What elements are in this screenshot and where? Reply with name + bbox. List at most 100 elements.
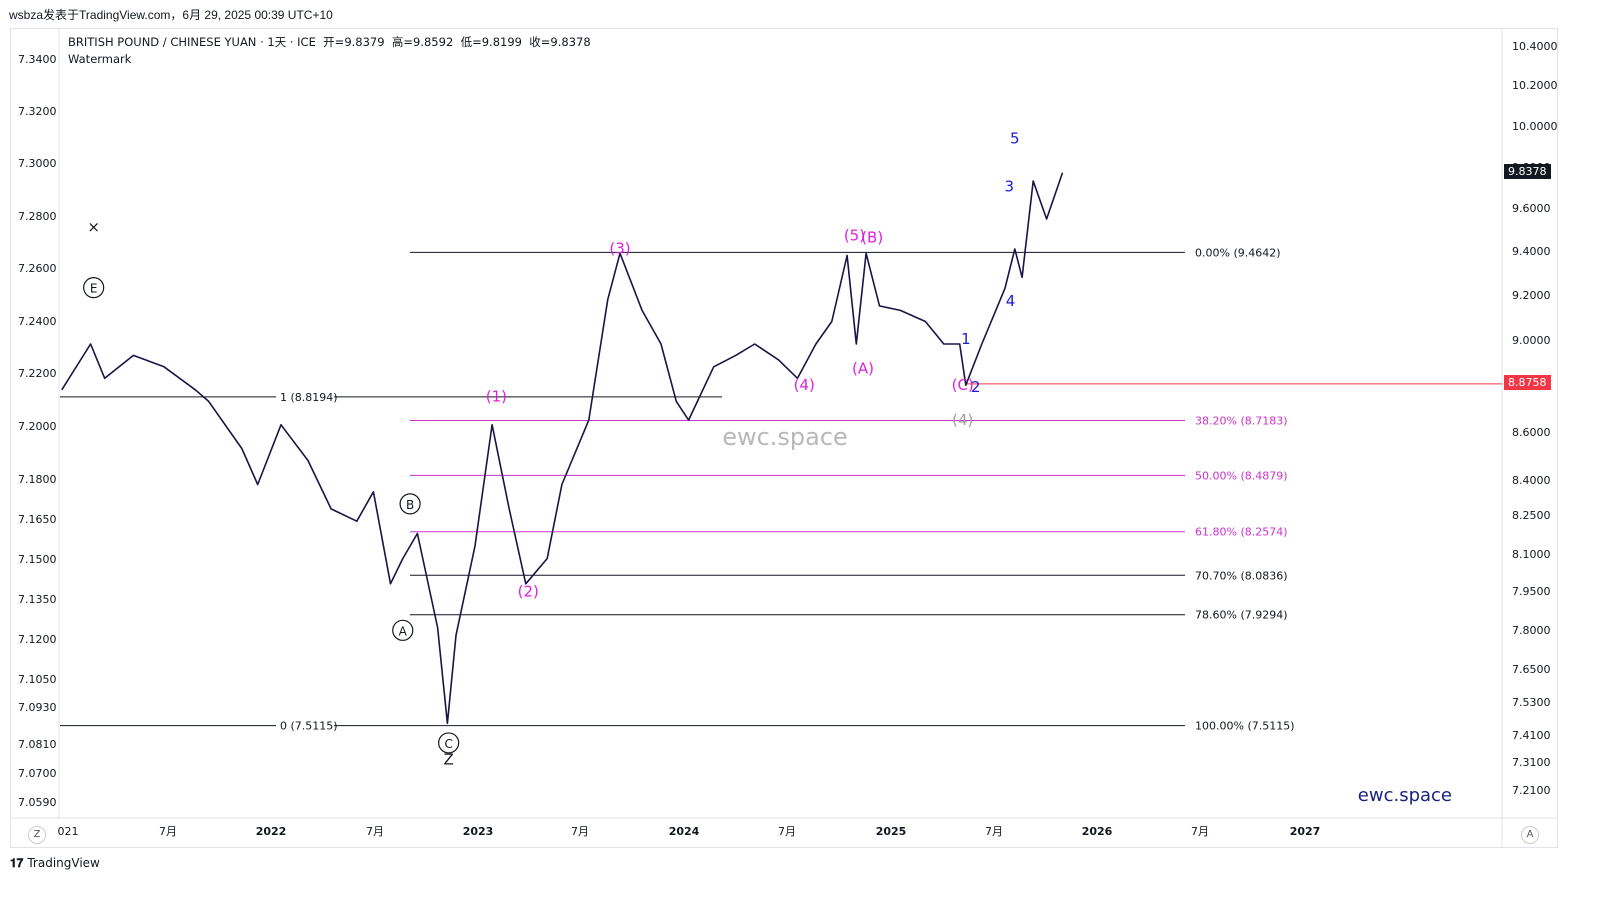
wave-circle-marker [399, 493, 421, 515]
wave-label: (C) [952, 376, 974, 394]
wave-label: Z [444, 751, 454, 769]
left-axis-tick: 7.2000 [18, 420, 57, 433]
x-axis-tick: 2026 [1082, 825, 1113, 838]
x-axis-tick: 2024 [669, 825, 700, 838]
wave-label: × [87, 218, 100, 236]
high-value: 9.8592 [413, 35, 454, 49]
low-value: 9.8199 [481, 35, 522, 49]
right-axis-tick: 8.6000 [1512, 426, 1551, 439]
right-axis-tick: 7.3100 [1512, 756, 1551, 769]
left-axis-tick: 7.2800 [18, 210, 57, 223]
footer-brand: TradingView [27, 856, 100, 870]
left-axis-tick: 7.1200 [18, 633, 57, 646]
horizontal-line-price-tag: 8.8758 [1504, 374, 1551, 390]
wave-label: 1 [961, 330, 971, 348]
wave-label: (3) [609, 239, 630, 257]
right-axis-tick: 9.4000 [1512, 245, 1551, 258]
high-label: 高 [391, 35, 404, 49]
wave-circle-marker [83, 277, 105, 299]
left-axis-tick: 7.0810 [18, 738, 57, 751]
x-axis-tick: 2022 [256, 825, 287, 838]
x-axis-tick: 7月 [366, 825, 384, 838]
log-scale-button[interactable]: Z [28, 826, 46, 844]
wave-label: (A) [852, 360, 874, 378]
fib-level-label: 0 (7.5115) [280, 720, 338, 733]
price-series-line [61, 172, 1064, 725]
wave-label: 2 [971, 378, 981, 396]
symbol-title[interactable]: BRITISH POUND / CHINESE YUAN · 1天 · ICE [68, 35, 316, 49]
left-axis-tick: 7.0930 [18, 701, 57, 714]
x-axis-tick: 7月 [778, 825, 796, 838]
right-axis-tick: 8.4000 [1512, 474, 1551, 487]
x-axis-tick: 7月 [571, 825, 589, 838]
right-axis-tick: 7.8000 [1512, 624, 1551, 637]
x-axis-tick: 021 [58, 825, 79, 838]
wave-circle-marker [392, 619, 414, 641]
right-axis-tick: 7.4100 [1512, 729, 1551, 742]
left-axis-tick: 7.2400 [18, 315, 57, 328]
right-axis-tick: 10.4000 [1512, 40, 1558, 53]
fib-level-label: 38.20% (8.7183) [1195, 414, 1288, 427]
fib-level-label: 78.60% (7.9294) [1195, 609, 1288, 622]
wave-label: A [399, 624, 408, 638]
watermark-corner-text: ewc.space [1358, 785, 1452, 806]
left-axis-tick: 7.1650 [18, 513, 57, 526]
x-axis-tick: 7月 [1191, 825, 1209, 838]
x-axis-tick: 2027 [1290, 825, 1321, 838]
fib-level-label: 1 (8.8194) [280, 391, 338, 404]
right-axis-tick: 7.9500 [1512, 585, 1551, 598]
right-axis-tick: 10.0000 [1512, 120, 1558, 133]
x-axis-tick: 7月 [985, 825, 1003, 838]
right-axis-tick: 8.2500 [1512, 509, 1551, 522]
wave-label: (4) [794, 376, 815, 394]
close-label: 收 [529, 35, 541, 49]
wave-label: C [444, 737, 452, 751]
left-axis-tick: 7.1800 [18, 473, 57, 486]
footer: 𝟏𝟕 TradingView [10, 856, 100, 871]
left-axis-tick: 7.3400 [18, 53, 57, 66]
left-axis-tick: 7.0590 [18, 796, 57, 809]
fib-level-label: 100.00% (7.5115) [1195, 720, 1295, 733]
wave-label: E [90, 282, 98, 296]
right-axis-tick: 9.6000 [1512, 202, 1551, 215]
left-axis-tick: 7.0700 [18, 767, 57, 780]
right-axis-tick: 7.2100 [1512, 784, 1551, 797]
chart-frame [10, 28, 1558, 848]
wave-label: (B) [861, 229, 883, 247]
fib-level-label: 50.00% (8.4879) [1195, 469, 1288, 482]
left-axis-tick: 7.3200 [18, 105, 57, 118]
right-axis-tick: 7.6500 [1512, 663, 1551, 676]
right-axis-tick: 9.0000 [1512, 334, 1551, 347]
x-axis-tick: 7月 [159, 825, 177, 838]
open-label: 开 [323, 35, 335, 49]
wave-label: (5) [844, 226, 865, 244]
low-label: 低 [460, 35, 473, 49]
wave-label: 5 [1010, 130, 1020, 148]
tradingview-logo-icon: 𝟏𝟕 [10, 856, 24, 870]
wave-label: 4 [1006, 292, 1016, 310]
x-axis-tick: 2025 [876, 825, 907, 838]
publisher-line: wsbza发表于TradingView.com，6月 29, 2025 00:3… [9, 8, 333, 22]
left-axis-tick: 7.2200 [18, 367, 57, 380]
fib-level-label: 70.70% (8.0836) [1195, 569, 1288, 582]
close-value: 9.8378 [550, 35, 591, 49]
right-axis-tick: 10.2000 [1512, 79, 1558, 92]
right-axis-tick: 8.1000 [1512, 548, 1551, 561]
wave-label: B [406, 498, 414, 512]
right-axis-tick: 7.5300 [1512, 696, 1551, 709]
left-axis-tick: 7.1350 [18, 593, 57, 606]
fib-level-label: 61.80% (8.2574) [1195, 526, 1288, 539]
auto-scale-button[interactable]: A [1521, 826, 1539, 844]
wave-label: 3 [1005, 177, 1015, 195]
watermark-label: Watermark [68, 52, 132, 66]
wave-circle-marker [438, 732, 460, 754]
open-value: 9.8379 [344, 35, 385, 49]
left-axis-tick: 7.3000 [18, 157, 57, 170]
legend: BRITISH POUND / CHINESE YUAN · 1天 · ICE … [68, 35, 591, 66]
watermark-text: ewc.space [722, 423, 848, 451]
fib-level-label: 0.00% (9.4642) [1195, 246, 1281, 259]
left-axis-tick: 7.1050 [18, 673, 57, 686]
x-axis-tick: 2023 [463, 825, 494, 838]
current-price-tag: 9.8378 [1504, 164, 1551, 180]
